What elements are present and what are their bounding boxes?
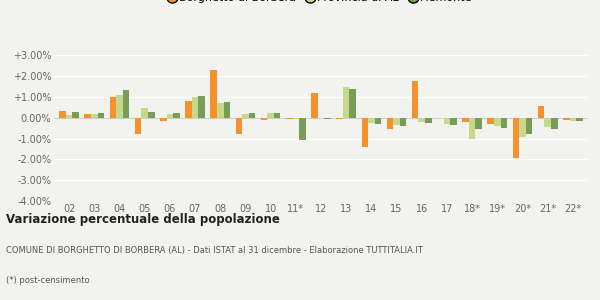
Bar (443, 118, 450, 124)
Bar (324, 118, 331, 119)
Bar (512, 118, 519, 158)
Bar (343, 87, 349, 118)
Bar (167, 114, 173, 118)
Bar (286, 118, 293, 119)
Bar (217, 103, 224, 118)
Bar (362, 118, 368, 147)
Bar (91, 114, 98, 118)
Bar (98, 112, 104, 118)
Bar (185, 101, 192, 118)
Bar (450, 118, 457, 125)
Bar (400, 118, 406, 126)
Bar (519, 118, 526, 136)
Bar (569, 118, 576, 121)
Bar (261, 118, 268, 120)
Bar (73, 112, 79, 118)
Bar (500, 118, 507, 128)
Bar (463, 118, 469, 122)
Bar (66, 115, 73, 118)
Bar (337, 118, 343, 119)
Bar (576, 118, 583, 121)
Bar (123, 90, 130, 118)
Bar (249, 112, 255, 118)
Bar (192, 97, 199, 118)
Bar (59, 110, 66, 118)
Bar (160, 118, 167, 121)
Bar (224, 102, 230, 118)
Bar (311, 93, 318, 118)
Bar (425, 118, 431, 123)
Bar (418, 118, 425, 122)
Bar (85, 114, 91, 118)
Text: COMUNE DI BORGHETTO DI BORBERA (AL) - Dati ISTAT al 31 dicembre - Elaborazione T: COMUNE DI BORGHETTO DI BORBERA (AL) - Da… (6, 246, 423, 255)
Bar (494, 118, 500, 126)
Bar (563, 118, 569, 120)
Bar (526, 118, 532, 134)
Bar (487, 118, 494, 124)
Bar (173, 112, 179, 118)
Bar (293, 118, 299, 119)
Bar (116, 95, 123, 118)
Bar (551, 118, 557, 129)
Bar (199, 96, 205, 118)
Bar (211, 70, 217, 118)
Bar (148, 112, 155, 118)
Text: Variazione percentuale della popolazione: Variazione percentuale della popolazione (6, 213, 280, 226)
Bar (393, 118, 400, 125)
Bar (135, 118, 142, 134)
Bar (299, 118, 305, 140)
Bar (469, 118, 475, 139)
Bar (236, 118, 242, 134)
Bar (544, 118, 551, 127)
Bar (538, 106, 544, 118)
Bar (268, 112, 274, 118)
Bar (374, 118, 381, 124)
Bar (368, 118, 374, 123)
Bar (475, 118, 482, 129)
Bar (412, 81, 418, 118)
Bar (387, 118, 393, 129)
Text: (*) post-censimento: (*) post-censimento (6, 276, 89, 285)
Bar (110, 97, 116, 118)
Bar (242, 114, 249, 118)
Legend: Borghetto di Borbera, Provincia di AL, Piemonte: Borghetto di Borbera, Provincia di AL, P… (165, 0, 477, 8)
Bar (349, 89, 356, 118)
Bar (274, 112, 280, 118)
Bar (142, 108, 148, 118)
